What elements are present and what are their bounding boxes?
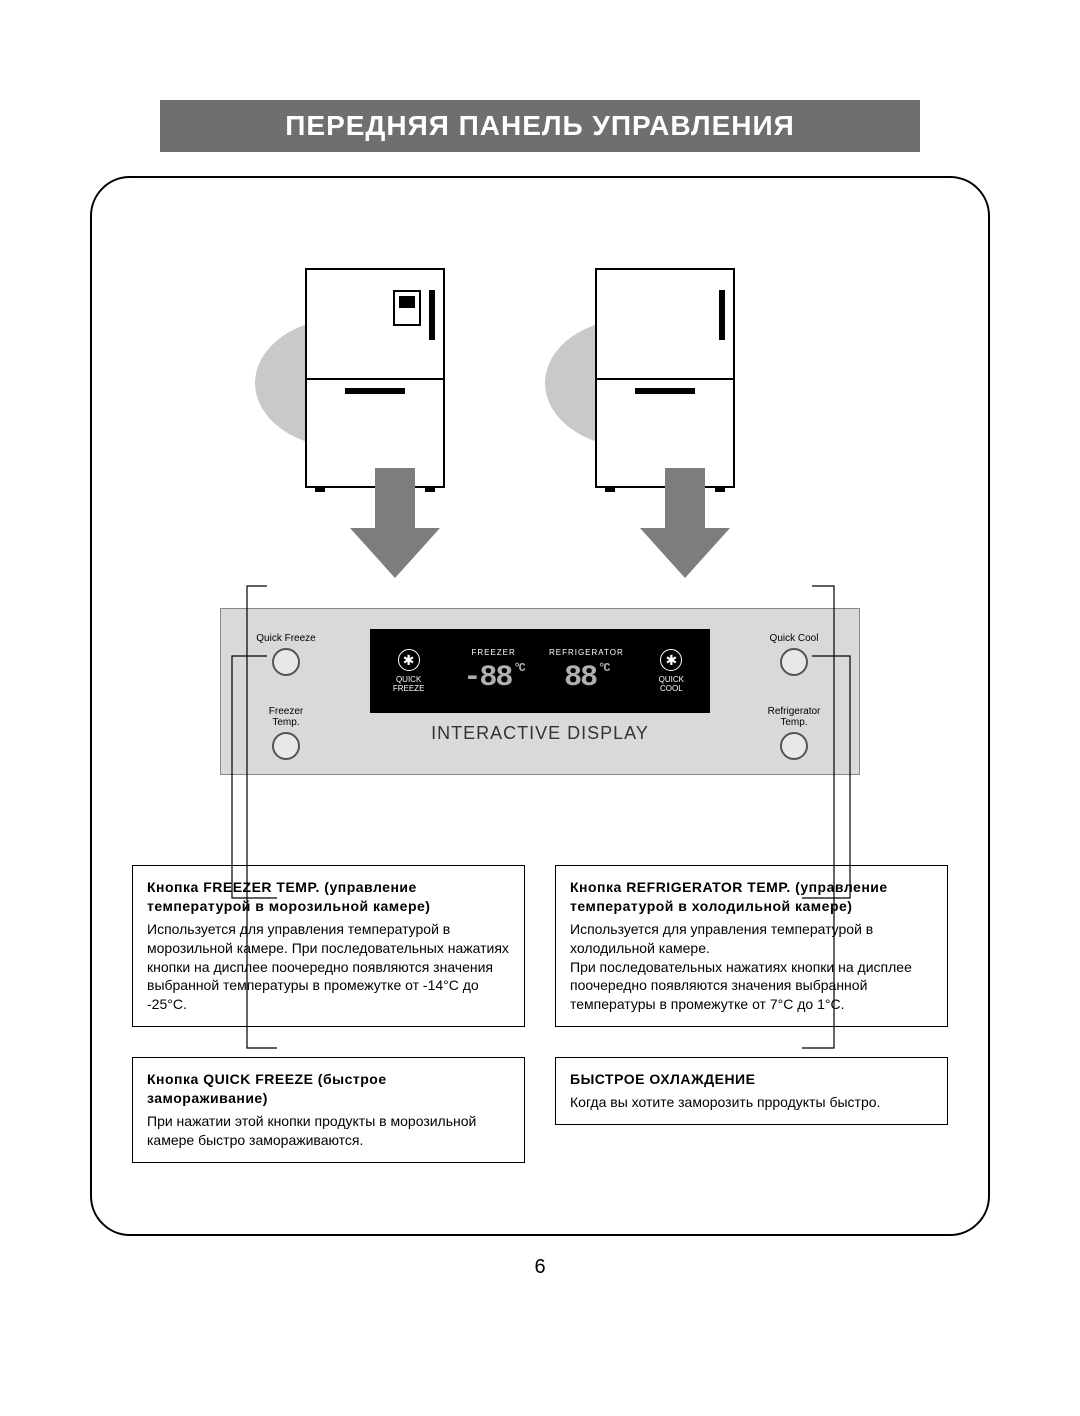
fridge-temp-value: 88°C xyxy=(540,661,633,695)
quick-cool-desc-body: Когда вы хотите заморозить прродукты быс… xyxy=(570,1093,933,1112)
down-arrow-icon xyxy=(350,468,440,578)
refrigerator-temp-label: Refrigerator Temp. xyxy=(768,706,821,728)
descriptions: Кнопка FREEZER TEMP. (управление темпера… xyxy=(132,865,948,1163)
quick-cool-desc-title: БЫСТРОЕ ОХЛАЖДЕНИЕ xyxy=(570,1070,933,1089)
snowflake-icon: ✱ xyxy=(398,649,420,671)
fridge-left xyxy=(305,268,485,508)
refrigerator-temp-button[interactable] xyxy=(780,732,808,760)
quick-freeze-desc-body: При нажатии этой кнопки продукты в мороз… xyxy=(147,1112,510,1150)
freezer-temp-value: -88°C xyxy=(447,661,540,695)
quick-freeze-button[interactable] xyxy=(272,648,300,676)
snowflake-icon: ✱ xyxy=(660,649,682,671)
panel-subtitle: INTERACTIVE DISPLAY xyxy=(431,723,649,744)
refrigerator-temp-desc: Кнопка REFRIGERATOR TEMP. (управление те… xyxy=(555,865,948,1027)
page-number: 6 xyxy=(90,1256,990,1279)
quick-freeze-desc-title: Кнопка QUICK FREEZE (быстрое замораживан… xyxy=(147,1070,510,1108)
fridges-illustration xyxy=(132,268,948,568)
freezer-temp-label: Freezer Temp. xyxy=(269,706,303,728)
freezer-temp-desc: Кнопка FREEZER TEMP. (управление темпера… xyxy=(132,865,525,1027)
fridge-right xyxy=(595,268,775,508)
quick-freeze-label: Quick Freeze xyxy=(256,633,315,644)
section-title: ПЕРЕДНЯЯ ПАНЕЛЬ УПРАВЛЕНИЯ xyxy=(160,100,920,152)
quick-freeze-desc: Кнопка QUICK FREEZE (быстрое замораживан… xyxy=(132,1057,525,1163)
fridge-disp-label: REFRIGERATOR xyxy=(540,648,633,657)
freezer-temp-desc-body: Используется для управления температурой… xyxy=(147,920,510,1014)
refrigerator-temp-desc-body: Используется для управления температурой… xyxy=(570,920,933,1014)
quick-cool-disp-label: QUICK COOL xyxy=(659,675,684,693)
refrigerator-temp-desc-title: Кнопка REFRIGERATOR TEMP. (управление те… xyxy=(570,878,933,916)
freezer-temp-button[interactable] xyxy=(272,732,300,760)
panel-left-side: Quick Freeze Freezer Temp. xyxy=(241,629,331,760)
panel-right-side: Quick Cool Refrigerator Temp. xyxy=(749,629,839,760)
lcd-display: ✱ QUICK FREEZE FREEZER -88°C REFRIGERATO… xyxy=(370,629,710,713)
quick-cool-label: Quick Cool xyxy=(770,633,819,644)
quick-cool-desc: БЫСТРОЕ ОХЛАЖДЕНИЕ Когда вы хотите замор… xyxy=(555,1057,948,1125)
quick-cool-button[interactable] xyxy=(780,648,808,676)
control-panel: Quick Freeze Freezer Temp. ✱ QUICK FREEZ… xyxy=(220,608,860,775)
main-diagram-frame: Quick Freeze Freezer Temp. ✱ QUICK FREEZ… xyxy=(90,176,990,1236)
quick-freeze-disp-label: QUICK FREEZE xyxy=(393,675,425,693)
freezer-disp-label: FREEZER xyxy=(447,648,540,657)
freezer-temp-desc-title: Кнопка FREEZER TEMP. (управление темпера… xyxy=(147,878,510,916)
down-arrow-icon xyxy=(640,468,730,578)
